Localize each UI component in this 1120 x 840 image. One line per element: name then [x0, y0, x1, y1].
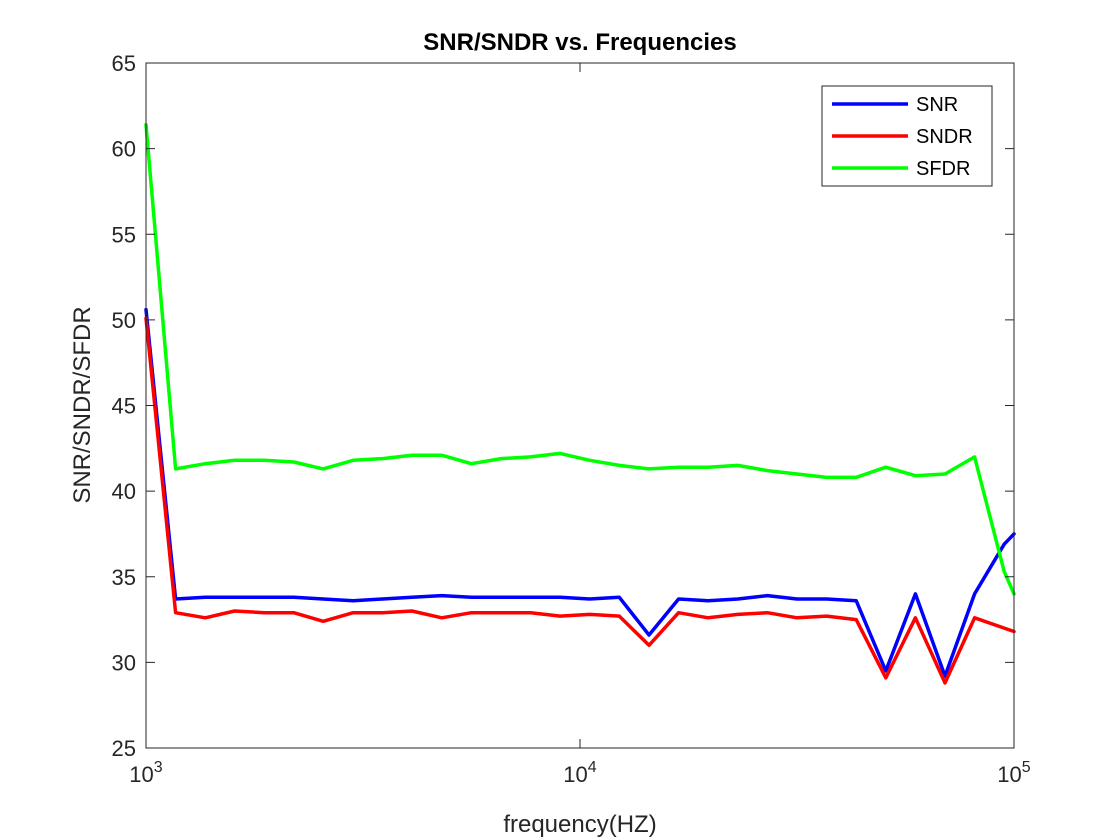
legend: SNR SNDR SFDR: [821, 85, 993, 187]
y-tick-label: 40: [112, 479, 136, 504]
x-tick-label: 105: [997, 759, 1030, 787]
ticks-layer: 25 30 35 40 45 50 55 60 65 103 104 105: [112, 51, 1031, 787]
y-axis-label: SNR/SNDR/SFDR: [69, 306, 96, 503]
series-line-sndr: [144, 316, 1016, 685]
chart-title: SNR/SNDR vs. Frequencies: [423, 29, 736, 56]
y-tick-label: 25: [112, 736, 136, 761]
legend-label-snr: SNR: [916, 94, 958, 116]
y-tick-label: 55: [112, 222, 136, 247]
y-tick-label: 50: [112, 308, 136, 333]
y-tick-label: 30: [112, 650, 136, 675]
series-line-snr: [144, 307, 1016, 678]
x-tick-label: 104: [563, 759, 596, 787]
legend-label-sfdr: SFDR: [916, 158, 970, 180]
y-tick-label: 45: [112, 394, 136, 419]
x-axis-label: frequency(HZ): [503, 811, 656, 838]
y-tick-label: 65: [112, 51, 136, 76]
x-tick-label: 103: [129, 759, 162, 787]
legend-label-sndr: SNDR: [916, 126, 973, 148]
y-tick-label: 35: [112, 565, 136, 590]
series-line-sfdr: [144, 122, 1016, 596]
y-tick-label: 60: [112, 137, 136, 162]
series-layer: [144, 122, 1016, 685]
